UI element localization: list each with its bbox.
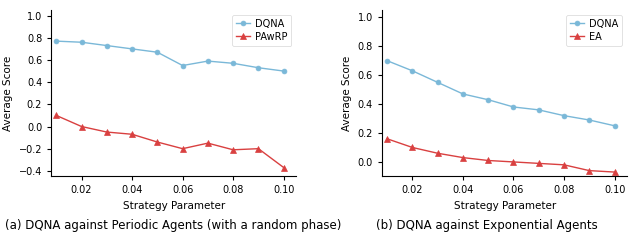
DQNA [509, 106, 517, 109]
Legend: DQNA, PAwRP: DQNA, PAwRP [232, 15, 291, 46]
DQNA [229, 62, 237, 65]
DQNA [280, 70, 287, 73]
Line: DQNA: DQNA [385, 58, 617, 128]
Y-axis label: Average Score: Average Score [342, 56, 352, 131]
DQNA [383, 59, 391, 62]
Text: (b) DQNA against Exponential Agents: (b) DQNA against Exponential Agents [376, 219, 597, 232]
EA [434, 152, 442, 155]
PAwRP [52, 114, 60, 117]
EA [560, 163, 568, 166]
PAwRP [154, 141, 161, 144]
EA [509, 161, 517, 164]
PAwRP [77, 125, 85, 128]
EA [611, 171, 618, 174]
PAwRP [103, 131, 111, 134]
EA [408, 146, 416, 149]
DQNA [434, 81, 442, 84]
EA [459, 156, 467, 159]
DQNA [408, 69, 416, 72]
DQNA [484, 98, 492, 101]
Line: DQNA: DQNA [54, 39, 286, 74]
DQNA [128, 47, 136, 50]
DQNA [52, 40, 60, 43]
DQNA [560, 114, 568, 117]
DQNA [586, 118, 593, 121]
DQNA [535, 108, 543, 111]
EA [535, 162, 543, 165]
DQNA [77, 41, 85, 44]
EA [586, 169, 593, 172]
DQNA [204, 59, 212, 62]
DQNA [179, 64, 186, 67]
Line: PAwRP: PAwRP [54, 113, 287, 170]
Line: EA: EA [385, 136, 618, 175]
DQNA [255, 66, 262, 69]
Legend: DQNA, EA: DQNA, EA [566, 15, 622, 46]
EA [383, 137, 391, 140]
DQNA [611, 124, 618, 127]
Y-axis label: Average Score: Average Score [3, 56, 13, 131]
X-axis label: Strategy Parameter: Strategy Parameter [454, 201, 556, 211]
PAwRP [204, 142, 212, 145]
DQNA [154, 51, 161, 54]
DQNA [103, 44, 111, 47]
Text: (a) DQNA against Periodic Agents (with a random phase): (a) DQNA against Periodic Agents (with a… [4, 219, 341, 232]
EA [484, 159, 492, 162]
PAwRP [179, 147, 186, 150]
PAwRP [229, 148, 237, 151]
PAwRP [255, 147, 262, 150]
PAwRP [280, 166, 287, 169]
PAwRP [128, 133, 136, 136]
DQNA [459, 92, 467, 96]
X-axis label: Strategy Parameter: Strategy Parameter [123, 201, 225, 211]
